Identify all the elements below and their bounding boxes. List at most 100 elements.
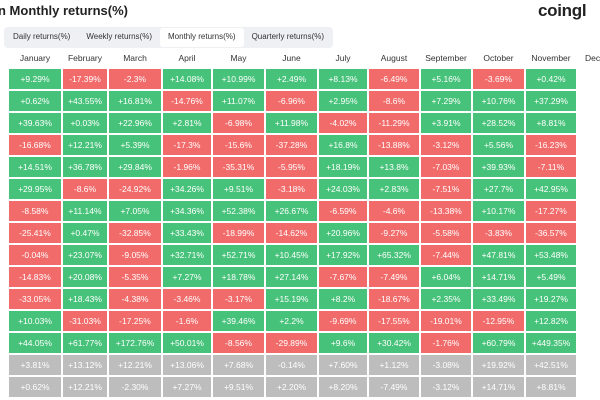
return-cell: +2.35% bbox=[420, 288, 472, 310]
return-cell: -16.68% bbox=[8, 134, 62, 156]
tab[interactable]: Monthly returns(%) bbox=[160, 28, 244, 47]
return-cell: -1.76% bbox=[420, 332, 472, 354]
return-cell: +17.92% bbox=[318, 244, 368, 266]
return-cell: +14.08% bbox=[162, 68, 212, 90]
return-cell: -35.31% bbox=[212, 156, 265, 178]
return-cell: +39.63% bbox=[8, 112, 62, 134]
return-cell: -33.05% bbox=[8, 288, 62, 310]
return-cell: -4.6% bbox=[368, 200, 420, 222]
return-cell: +5.56% bbox=[472, 134, 525, 156]
return-cell: +34.26% bbox=[162, 178, 212, 200]
return-cell: +29.84% bbox=[108, 156, 162, 178]
return-cell: +2.83% bbox=[368, 178, 420, 200]
summary-cell: +2.20% bbox=[265, 376, 318, 398]
summary-cell: +42.51% bbox=[525, 354, 577, 376]
return-cell: -17.3% bbox=[162, 134, 212, 156]
summary-cell: +3.81% bbox=[8, 354, 62, 376]
return-cell: +0.42% bbox=[525, 68, 577, 90]
return-cell: -9.05% bbox=[108, 244, 162, 266]
return-cell: -13.38% bbox=[420, 200, 472, 222]
summary-cell: +0.62% bbox=[8, 376, 62, 398]
return-cell: +3.91% bbox=[420, 112, 472, 134]
return-cell: -37.28% bbox=[265, 134, 318, 156]
return-cell: +13.8% bbox=[368, 156, 420, 178]
return-cell: -3.69% bbox=[472, 68, 525, 90]
tab[interactable]: Weekly returns(%) bbox=[86, 32, 152, 41]
tab-bar: Daily returns(%) Weekly returns(%) Monthly… bbox=[4, 27, 334, 48]
return-cell: +10.03% bbox=[8, 310, 62, 332]
return-cell: -11.29% bbox=[368, 112, 420, 134]
return-cell: -1.96% bbox=[162, 156, 212, 178]
return-cell: +18.19% bbox=[318, 156, 368, 178]
tab[interactable]: Daily returns(%) bbox=[13, 32, 71, 41]
summary-cell: -2.30% bbox=[108, 376, 162, 398]
return-cell: +12.21% bbox=[62, 134, 108, 156]
return-cell: -3.18% bbox=[265, 178, 318, 200]
column-header: November bbox=[531, 53, 571, 63]
return-cell: +10.76% bbox=[472, 90, 525, 112]
summary-cell: +12.21% bbox=[108, 354, 162, 376]
return-cell: -1.6% bbox=[162, 310, 212, 332]
return-cell: +27.14% bbox=[265, 266, 318, 288]
return-cell: -32.85% bbox=[108, 222, 162, 244]
return-cell: -17.25% bbox=[108, 310, 162, 332]
return-cell: -7.11% bbox=[525, 156, 577, 178]
title: n Monthly returns(%) bbox=[0, 3, 128, 18]
summary-cell: +7.27% bbox=[162, 376, 212, 398]
return-cell: -17.39% bbox=[62, 68, 108, 90]
return-cell: +22.96% bbox=[108, 112, 162, 134]
return-cell: +33.49% bbox=[472, 288, 525, 310]
return-cell: -7.44% bbox=[420, 244, 472, 266]
return-cell: -2.3% bbox=[108, 68, 162, 90]
return-cell: +8.13% bbox=[318, 68, 368, 90]
return-cell: -5.95% bbox=[265, 156, 318, 178]
column-header: April bbox=[178, 53, 196, 63]
column-header: October bbox=[483, 53, 514, 63]
return-cell: -36.57% bbox=[525, 222, 577, 244]
summary-cell: +9.51% bbox=[212, 376, 265, 398]
column-header: Dece bbox=[585, 53, 600, 63]
column-header: June bbox=[282, 53, 301, 63]
return-cell: +11.98% bbox=[265, 112, 318, 134]
tab[interactable]: Quarterly returns(%) bbox=[251, 32, 325, 41]
return-cell: +10.45% bbox=[265, 244, 318, 266]
return-cell: +0.03% bbox=[62, 112, 108, 134]
logo[interactable]: coingl bbox=[538, 1, 587, 20]
return-cell: +7.27% bbox=[162, 266, 212, 288]
return-cell: +60.79% bbox=[472, 332, 525, 354]
return-cell: +39.93% bbox=[472, 156, 525, 178]
return-cell: +28.52% bbox=[472, 112, 525, 134]
return-cell: -13.88% bbox=[368, 134, 420, 156]
summary-cell: +13.06% bbox=[162, 354, 212, 376]
return-cell: +7.29% bbox=[420, 90, 472, 112]
return-cell: -7.49% bbox=[368, 266, 420, 288]
return-cell: -9.69% bbox=[318, 310, 368, 332]
return-cell: -8.6% bbox=[368, 90, 420, 112]
return-cell: +2.81% bbox=[162, 112, 212, 134]
return-cell: -15.6% bbox=[212, 134, 265, 156]
return-cell: +43.55% bbox=[62, 90, 108, 112]
return-cell: +33.43% bbox=[162, 222, 212, 244]
return-cell: +0.62% bbox=[8, 90, 62, 112]
return-cell: +53.48% bbox=[525, 244, 577, 266]
column-header: July bbox=[335, 53, 351, 63]
return-cell: +30.42% bbox=[368, 332, 420, 354]
summary-cell: +14.71% bbox=[472, 376, 525, 398]
return-cell: -4.02% bbox=[318, 112, 368, 134]
return-cell: -7.51% bbox=[420, 178, 472, 200]
return-cell: -0.04% bbox=[8, 244, 62, 266]
return-cell: +32.71% bbox=[162, 244, 212, 266]
return-cell: +0.47% bbox=[62, 222, 108, 244]
return-cell: -14.83% bbox=[8, 266, 62, 288]
return-cell: +2.49% bbox=[265, 68, 318, 90]
return-cell: +39.46% bbox=[212, 310, 265, 332]
return-cell: -16.23% bbox=[525, 134, 577, 156]
return-cell: +2.2% bbox=[265, 310, 318, 332]
return-cell: -8.56% bbox=[212, 332, 265, 354]
return-cell: +52.71% bbox=[212, 244, 265, 266]
column-header: January bbox=[19, 53, 51, 63]
return-cell: +18.78% bbox=[212, 266, 265, 288]
return-cell: +12.82% bbox=[525, 310, 577, 332]
return-cell: +50.01% bbox=[162, 332, 212, 354]
return-cell: -6.49% bbox=[368, 68, 420, 90]
